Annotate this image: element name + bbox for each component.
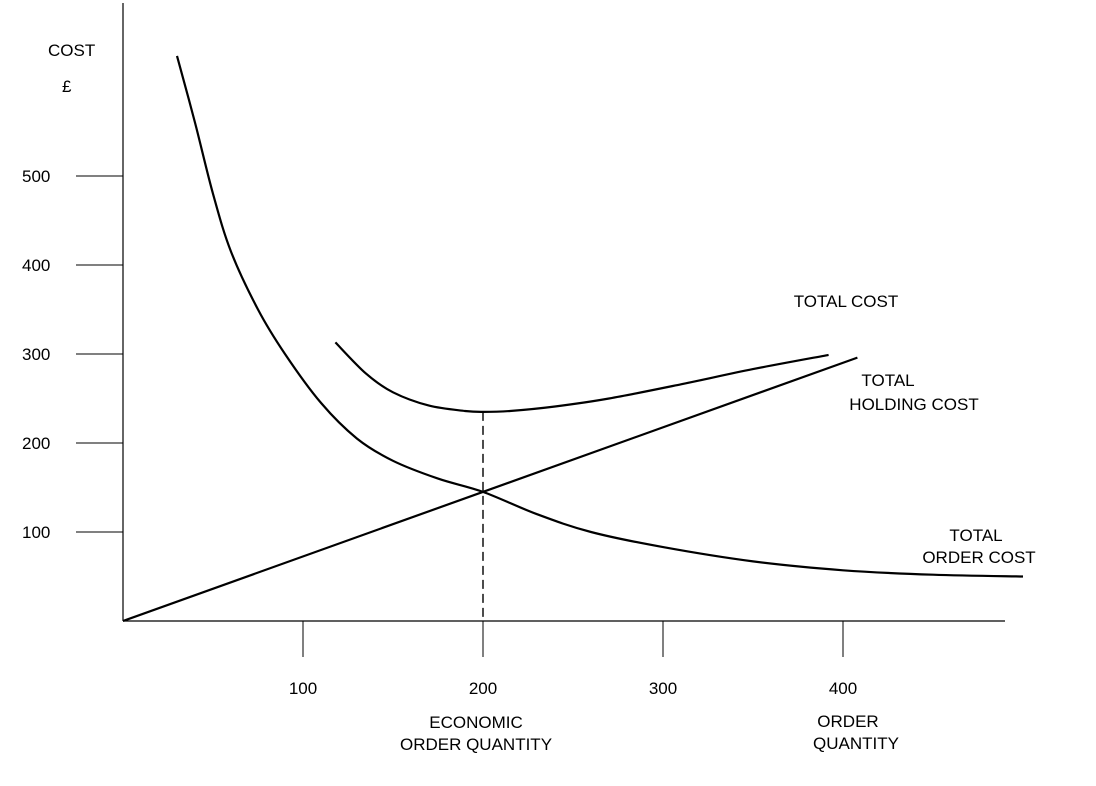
total-holding-cost-curve [122,356,858,623]
eoq-label-line-2: ORDER QUANTITY [400,735,552,754]
order-cost-label-line-2: ORDER COST [922,548,1035,567]
x-tick-label-400: 400 [829,679,857,698]
x-axis-ticks: 100 200 300 400 [289,621,857,698]
y-tick-label-500: 500 [22,167,50,186]
holding-cost-label-line-2: HOLDING COST [849,395,978,414]
series-group [122,55,1024,623]
x-tick-label-100: 100 [289,679,317,698]
total-cost-label: TOTAL COST [794,292,899,311]
holding-cost-label-line-1: TOTAL [861,371,914,390]
y-tick-label-100: 100 [22,523,50,542]
x-tick-label-300: 300 [649,679,677,698]
x-axis-label-line-1: ORDER [817,712,878,731]
y-tick-label-400: 400 [22,256,50,275]
y-tick-label-200: 200 [22,434,50,453]
y-axis-label-line-2: £ [62,77,72,96]
eoq-label-line-1: ECONOMIC [429,713,523,732]
y-tick-label-300: 300 [22,345,50,364]
y-axis-label-line-1: COST [48,41,95,60]
y-axis-ticks: 100 200 300 400 500 [22,167,123,542]
x-tick-label-200: 200 [469,679,497,698]
total-cost-curve [334,341,829,414]
total-order-cost-curve [175,55,1024,578]
x-axis-label-line-2: QUANTITY [813,734,899,753]
order-cost-label-line-1: TOTAL [949,526,1002,545]
